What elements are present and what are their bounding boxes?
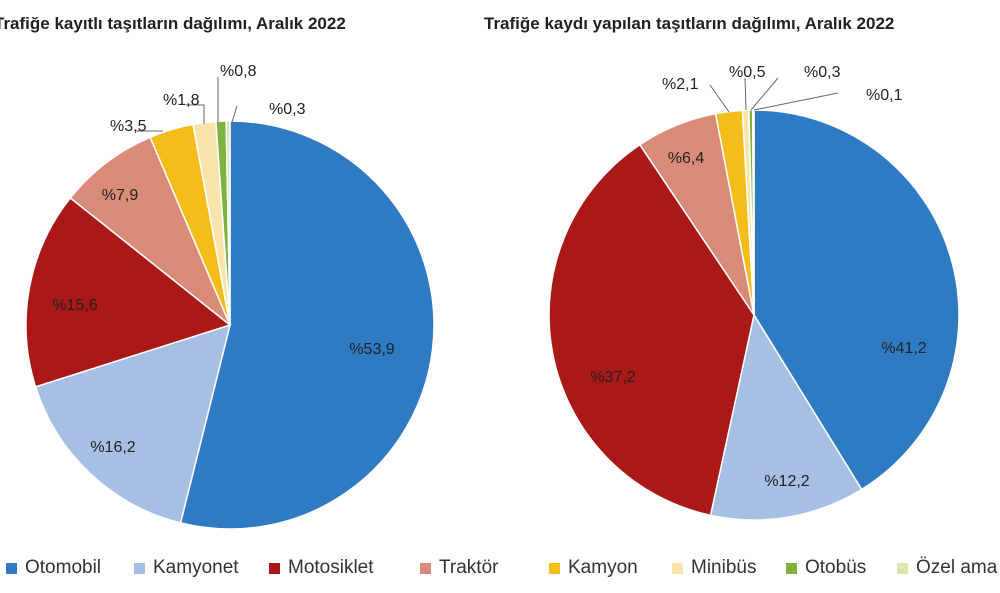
pie-slice-motosiklet — [548, 143, 755, 517]
legend-label: Otomobil — [25, 557, 102, 578]
legend-item-otobus: Otobüs — [786, 557, 866, 579]
legend-label: Traktör — [439, 557, 499, 578]
legend-label: Kamyon — [568, 557, 638, 578]
data-label-ozel-amacli: %0,1 — [866, 87, 903, 104]
legend-label: Minibüs — [691, 557, 757, 578]
data-label-traktor: %7,9 — [102, 187, 139, 204]
data-label-motosiklet: %37,2 — [590, 369, 635, 386]
data-label-kamyon: %3,5 — [110, 118, 147, 135]
legend-swatch — [269, 562, 280, 574]
pie-slice-traktor — [69, 136, 231, 326]
legend-label: Motosiklet — [288, 557, 374, 578]
data-label-kamyonet: %12,2 — [764, 473, 809, 490]
legend-swatch — [549, 562, 560, 574]
legend-swatch — [786, 562, 797, 574]
legend-swatch — [420, 562, 431, 574]
legend-swatch — [897, 562, 908, 574]
leader-line-ozel-amacli — [231, 105, 238, 123]
pie-chart-1: %53,9 %16,2 %15,6 %7,9 %3,5 %1,8 %0,8 %0,3 — [25, 63, 435, 530]
legend-swatch — [672, 562, 683, 574]
pie-slice-motosiklet — [25, 196, 232, 388]
legend-item-kamyon: Kamyon — [549, 557, 638, 579]
data-label-motosiklet: %15,6 — [52, 297, 97, 314]
pie-slice-ozel-amacli — [751, 109, 755, 316]
chart-2-title: Trafiğe kaydı yapılan taşıtların dağılım… — [484, 14, 895, 33]
legend-label: Otobüs — [805, 557, 867, 578]
legend-item-ozel-ama: Özel ama — [897, 557, 997, 579]
data-label-kamyonet: %16,2 — [90, 439, 135, 456]
data-label-minibus: %0,5 — [729, 64, 766, 81]
legend-label: Özel ama — [916, 557, 998, 578]
pie-chart-2: %41,2 %12,2 %37,2 %6,4 %2,1 %0,5 %0,3 %0,1 — [548, 64, 960, 521]
data-label-otobus: %0,3 — [804, 64, 841, 81]
data-label-otomobil: %41,2 — [881, 340, 926, 357]
data-label-minibus: %1,8 — [163, 92, 200, 109]
leader-line-minibus — [744, 77, 747, 111]
data-label-ozel-amacli: %0,3 — [269, 101, 306, 118]
leader-line-otobus — [750, 77, 779, 111]
pie-slice-kamyonet — [709, 313, 863, 521]
legend-item-traktor: Traktör — [420, 557, 498, 579]
pie-slice-kamyonet — [34, 323, 232, 524]
leader-line-kamyon — [709, 84, 730, 113]
legend-item-motosiklet: Motosiklet — [269, 557, 374, 579]
pie-slice-otomobil — [179, 120, 435, 530]
data-label-traktor: %6,4 — [668, 150, 705, 167]
legend-label: Kamyonet — [153, 557, 239, 578]
legend-swatch — [6, 562, 17, 574]
legend-swatch — [134, 562, 145, 574]
legend-item-minibus: Minibüs — [672, 557, 756, 579]
legend: Otomobil Kamyonet Motosiklet Traktör Kamyon M… — [0, 553, 1000, 585]
chart-1-title: Trafiğe kayıtlı taşıtların dağılımı, Ara… — [0, 14, 346, 33]
data-label-otomobil: %53,9 — [349, 341, 394, 358]
legend-item-kamyonet: Kamyonet — [134, 557, 239, 579]
pie-slice-ozel-amacli — [225, 120, 231, 326]
data-label-otobus: %0,8 — [220, 63, 257, 80]
leader-line-ozel-amacli — [753, 92, 839, 111]
pie-slice-otomobil — [753, 109, 960, 491]
data-label-kamyon: %2,1 — [662, 76, 699, 93]
legend-item-otomobil: Otomobil — [6, 557, 101, 579]
leader-line-minibus — [186, 104, 205, 124]
